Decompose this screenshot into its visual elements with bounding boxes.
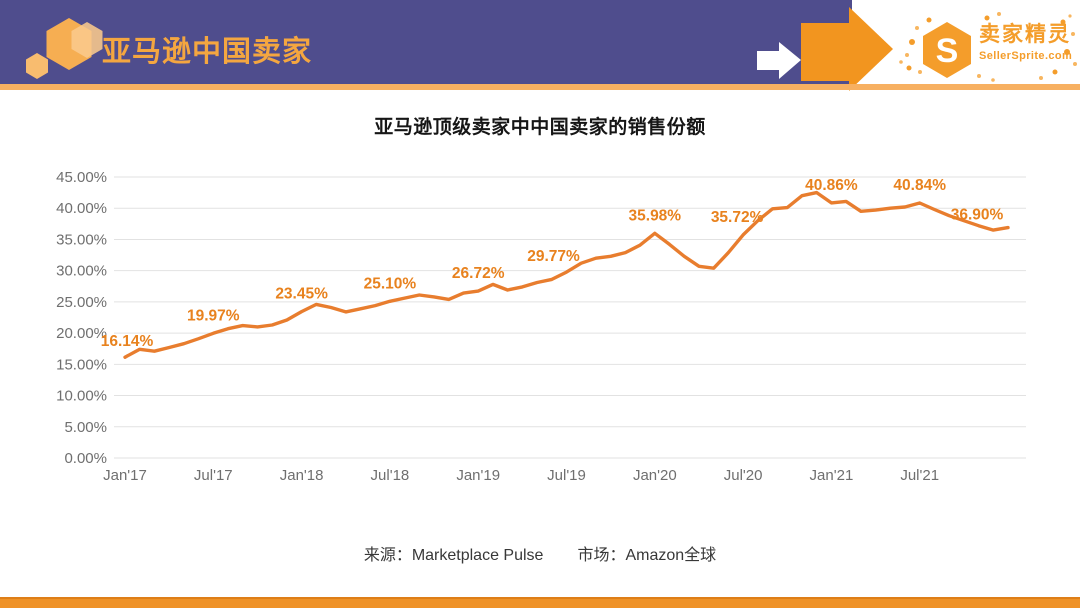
x-axis-tick-label: Jul'19: [547, 467, 586, 484]
source-note: 来源：Marketplace Pulse 市场：Amazon全球: [0, 541, 1080, 565]
brand-logo: 亚马逊中国卖家: [14, 6, 354, 84]
y-axis-tick-label: 5.00%: [64, 419, 107, 436]
data-label: 40.84%: [893, 177, 946, 194]
y-axis-tick-label: 10.00%: [56, 388, 107, 405]
market-label: 市场：Amazon全球: [577, 547, 717, 564]
x-axis-tick-label: Jan'20: [633, 467, 677, 484]
orange-arrow-icon: [801, 7, 893, 91]
source-label: 来源：Marketplace Pulse: [363, 547, 544, 564]
sellersprite-logo: S 卖家精灵 SellerSprite.com: [895, 8, 1080, 84]
brand-title: 亚马逊中国卖家: [102, 36, 313, 68]
y-axis-tick-label: 30.00%: [56, 263, 107, 280]
y-axis-tick-label: 0.00%: [64, 450, 107, 467]
brand-hexagons-icon: [26, 18, 103, 79]
data-label: 26.72%: [452, 265, 505, 282]
y-axis-tick-label: 35.00%: [56, 231, 107, 248]
data-label: 29.77%: [527, 248, 580, 265]
logo-name: 卖家精灵: [979, 23, 1071, 46]
data-label: 40.86%: [805, 177, 858, 194]
x-axis-tick-label: Jan'17: [103, 467, 147, 484]
y-axis-tick-label: 25.00%: [56, 294, 107, 311]
footer-bar: [0, 597, 1080, 608]
logo-domain: SellerSprite.com: [979, 50, 1073, 62]
x-axis-tick-label: Jul'17: [194, 467, 233, 484]
data-label: 36.90%: [951, 207, 1004, 224]
x-axis-tick-label: Jan'18: [280, 467, 324, 484]
logo-text: 卖家精灵 SellerSprite.com: [979, 18, 1072, 62]
data-label: 25.10%: [364, 275, 417, 292]
x-axis-tick-label: Jan'21: [810, 467, 854, 484]
data-label: 16.14%: [101, 333, 154, 350]
logo-sparkle-dots: [899, 12, 1077, 82]
header-background: [0, 0, 852, 84]
header-accent-line: [0, 84, 1080, 90]
chart-title: 亚马逊顶级卖家中中国卖家的销售份额: [374, 117, 706, 138]
series-line: [123, 190, 1010, 359]
header-arrows: [757, 7, 893, 91]
data-label: 35.72%: [711, 209, 764, 226]
white-arrow-icon: [757, 42, 801, 79]
data-label: 23.45%: [275, 286, 328, 303]
x-axis-tick-label: Jul'18: [371, 467, 410, 484]
x-axis-tick-label: Jul'21: [900, 467, 939, 484]
data-label: 19.97%: [187, 307, 240, 324]
y-axis-tick-label: 15.00%: [56, 356, 107, 373]
logo-monogram: S: [936, 32, 959, 70]
data-label: 35.98%: [629, 207, 682, 224]
x-axis-tick-label: Jan'19: [456, 467, 500, 484]
x-axis-tick-label: Jul'20: [724, 467, 763, 484]
header: 亚马逊中国卖家 S 卖家精灵 SellerSprite.com: [0, 0, 1080, 91]
y-axis-tick-label: 20.00%: [56, 325, 107, 342]
y-axis-tick-label: 45.00%: [56, 169, 107, 186]
logo-hexagon-icon: S: [899, 12, 1077, 82]
y-axis-tick-label: 40.00%: [56, 200, 107, 217]
